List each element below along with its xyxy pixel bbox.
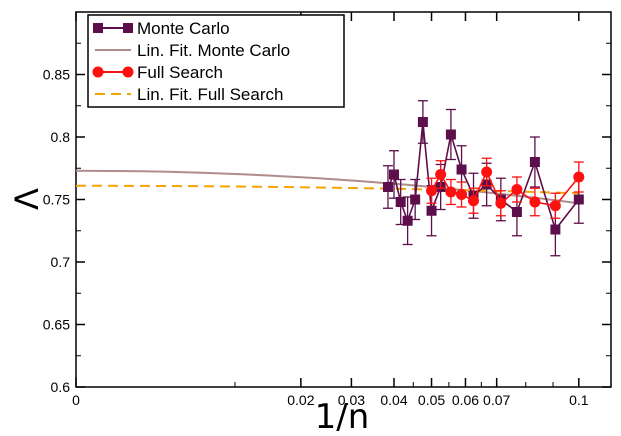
y-tick-label: 0.6 bbox=[51, 379, 71, 395]
data-point bbox=[402, 215, 413, 226]
series-line-3 bbox=[76, 184, 579, 195]
data-point bbox=[395, 197, 406, 207]
legend-label: Monte Carlo bbox=[137, 19, 230, 38]
data-point bbox=[511, 184, 523, 195]
legend-marker bbox=[123, 23, 133, 33]
data-point bbox=[426, 205, 437, 216]
data-point bbox=[529, 196, 541, 208]
data-point bbox=[435, 169, 447, 180]
data-point bbox=[511, 207, 522, 217]
plot-series bbox=[76, 100, 585, 257]
x-tick-label: 0.07 bbox=[483, 392, 510, 408]
axis-ticks: 0 0.02 0.03 0.04 0.05 0.06 0.07 0.1 0.6 0.65 0.7 0.… bbox=[43, 11, 612, 408]
y-tick-label: 0.85 bbox=[43, 67, 70, 83]
data-point bbox=[573, 171, 585, 183]
data-point bbox=[445, 129, 456, 140]
data-point bbox=[550, 224, 561, 235]
legend-label: Full Search bbox=[137, 63, 223, 82]
x-axis-title: 1/n bbox=[315, 397, 370, 436]
data-point bbox=[481, 166, 493, 178]
data-point bbox=[445, 186, 457, 198]
legend-marker bbox=[92, 66, 104, 78]
legend-box bbox=[87, 14, 345, 108]
data-point bbox=[549, 200, 561, 212]
data-point bbox=[456, 164, 467, 175]
x-tick-label: 0.04 bbox=[380, 392, 407, 408]
x-tick-label: 0.03 bbox=[338, 392, 365, 408]
plot-area bbox=[76, 100, 585, 257]
data-point bbox=[468, 195, 479, 207]
data-point bbox=[456, 189, 468, 200]
x-tick-label: 0.05 bbox=[418, 392, 445, 408]
data-point bbox=[529, 157, 540, 167]
y-tick-label: 0.65 bbox=[43, 317, 70, 333]
data-point bbox=[389, 169, 399, 180]
data-point bbox=[573, 194, 584, 205]
y-axis-title: Λ bbox=[8, 188, 46, 210]
legend-marker bbox=[93, 23, 103, 33]
data-point bbox=[410, 194, 421, 205]
x-tick-label: 0.06 bbox=[452, 392, 479, 408]
legend-label: Lin. Fit. Full Search bbox=[137, 85, 283, 104]
y-tick-label: 0.75 bbox=[43, 192, 70, 208]
legend-marker bbox=[122, 66, 134, 78]
y-tick-label: 0.8 bbox=[51, 129, 71, 145]
data-point bbox=[382, 182, 393, 192]
data-point bbox=[417, 117, 428, 127]
legend: Monte Carlo Lin. Fit. Monte Carlo Full Sea… bbox=[87, 14, 345, 108]
legend-label: Lin. Fit. Monte Carlo bbox=[137, 41, 290, 60]
y-tick-label: 0.7 bbox=[51, 254, 71, 270]
data-point bbox=[426, 185, 438, 197]
data-point bbox=[495, 197, 507, 209]
x-tick-label: 0.02 bbox=[287, 392, 314, 408]
x-tick-label: 0.1 bbox=[569, 392, 589, 408]
x-tick-label: 0 bbox=[72, 392, 80, 408]
